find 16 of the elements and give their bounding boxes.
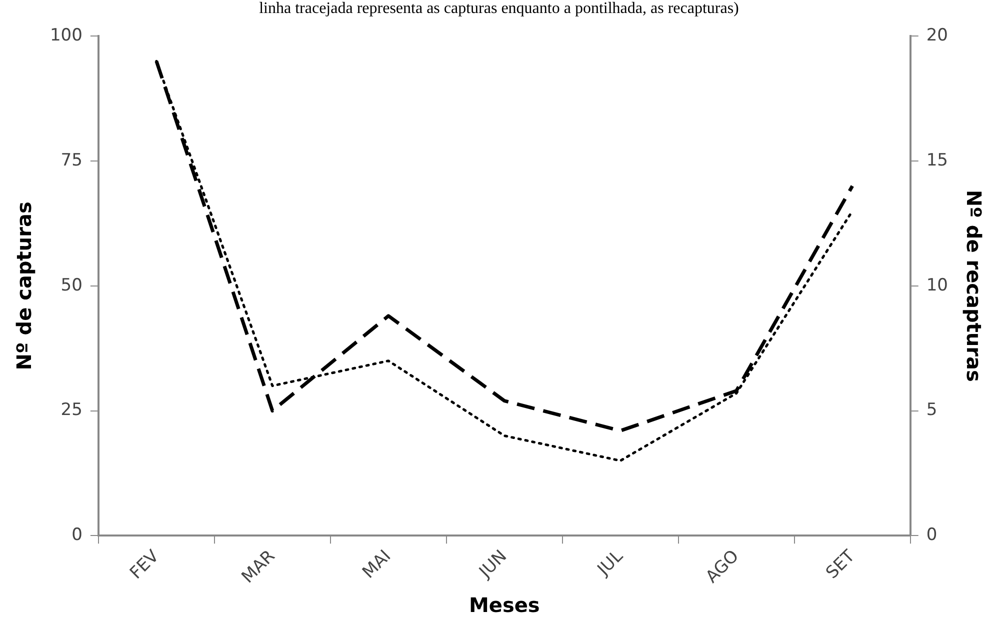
y2-tick-label: 0 bbox=[926, 525, 938, 546]
chart-title: linha tracejada representa as capturas enquanto a pontilhada, as recapturas) bbox=[258, 0, 740, 18]
y2-tick-label: 15 bbox=[926, 150, 948, 170]
x-tick-label: MAI bbox=[358, 546, 396, 583]
y-axis-title: Nº de capturas bbox=[12, 202, 36, 370]
y-tick-label: 25 bbox=[60, 400, 82, 420]
y2-tick-label: 10 bbox=[926, 275, 948, 296]
x-tick-label: JUL bbox=[593, 546, 628, 580]
y-tick-label: 50 bbox=[60, 275, 82, 296]
y-tick-label: 75 bbox=[60, 150, 82, 170]
y2-tick-label: 5 bbox=[926, 400, 938, 420]
y2-axis-title: Nº de recapturas bbox=[962, 190, 986, 382]
x-axis-title: Meses bbox=[468, 593, 540, 618]
y2-tick-label: 20 bbox=[926, 26, 948, 46]
y-tick-label: 0 bbox=[72, 525, 82, 546]
y-tick-label: 100 bbox=[50, 26, 82, 46]
